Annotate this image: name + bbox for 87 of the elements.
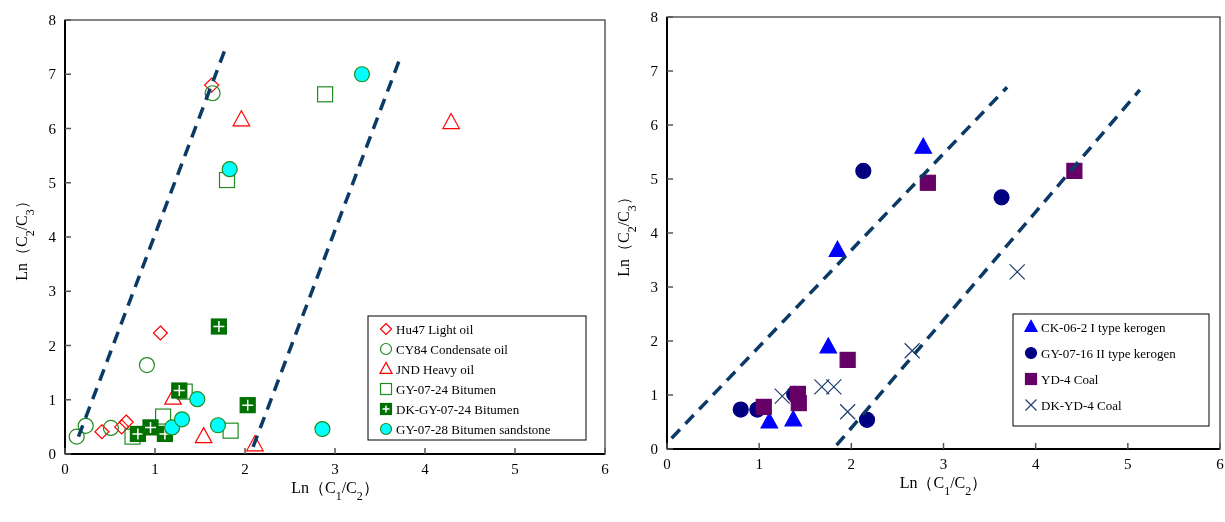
point <box>317 86 334 103</box>
y-tick-label: 3 <box>650 279 658 295</box>
point <box>993 189 1010 206</box>
y-tick-label: 7 <box>650 63 659 79</box>
x-tick-label: 0 <box>61 461 69 477</box>
x-tick-label: 2 <box>847 456 856 472</box>
x-tick-label: 1 <box>755 456 763 472</box>
point <box>813 378 830 395</box>
point <box>232 110 251 127</box>
legend-label: GY-07-24 Bitumen <box>396 382 497 397</box>
x-tick-label: 4 <box>421 461 430 477</box>
point <box>222 422 239 439</box>
legend-label: GY-07-16 II type kerogen <box>1041 346 1177 361</box>
point <box>732 401 749 418</box>
point <box>755 398 772 415</box>
point <box>209 417 227 434</box>
point <box>204 85 221 102</box>
point <box>221 161 238 178</box>
point <box>828 240 847 257</box>
legend-label: CK-06-2 I type kerogen <box>1041 320 1167 335</box>
y-tick-label: 6 <box>48 120 57 137</box>
y-tick-label: 8 <box>650 9 658 25</box>
legend-label: YD-4 Coal <box>1041 372 1099 387</box>
point <box>194 427 213 444</box>
y-tick-label: 3 <box>48 283 56 300</box>
y-tick-label: 0 <box>48 446 56 462</box>
point <box>858 411 876 428</box>
y-tick-label: 5 <box>650 171 658 187</box>
point <box>904 342 921 359</box>
point <box>914 137 933 154</box>
legend-label: JND Heavy oil <box>396 362 475 377</box>
x-tick-label: 6 <box>601 461 610 477</box>
y-tick-label: 1 <box>48 391 56 408</box>
y-tick-label: 8 <box>48 12 56 28</box>
point <box>314 420 331 438</box>
point <box>442 112 460 130</box>
y-tick-label: 6 <box>650 117 659 133</box>
point <box>138 356 155 374</box>
point <box>114 419 130 435</box>
x-tick-label: 2 <box>241 461 249 477</box>
legend-label: Hu47 Light oil <box>396 322 474 337</box>
legend-label: GY-07-28 Bitumen sandstone <box>396 422 551 437</box>
x-tick-label: 3 <box>939 456 948 472</box>
point <box>839 403 856 420</box>
point <box>173 411 191 428</box>
point <box>152 325 168 341</box>
y-tick-label: 2 <box>48 337 56 354</box>
legend-label: CY84 Condensate oil <box>396 342 509 357</box>
point <box>919 174 936 191</box>
x-tick-label: 1 <box>151 461 159 477</box>
legend-label: DK-GY-07-24 Bitumen <box>396 402 520 417</box>
x-tick-label: 4 <box>1031 456 1040 472</box>
x-axis-title: Ln（C$_{1}$/C$_{2}$） <box>899 474 988 498</box>
point <box>155 408 172 425</box>
x-tick-label: 5 <box>511 461 519 477</box>
x-tick-label: 0 <box>663 456 671 472</box>
y-tick-label: 5 <box>48 174 56 191</box>
point <box>839 351 856 368</box>
legend-label: DK-YD-4 Coal <box>1041 398 1122 413</box>
point <box>819 337 838 354</box>
x-tick-label: 6 <box>1216 456 1225 472</box>
x-tick-label: 3 <box>331 461 339 477</box>
y-tick-label: 4 <box>650 225 659 241</box>
point <box>77 417 94 434</box>
point <box>825 378 842 395</box>
point <box>790 395 807 412</box>
point <box>218 171 236 189</box>
point <box>124 428 141 445</box>
point <box>855 162 872 179</box>
y-tick-label: 7 <box>48 66 57 83</box>
point <box>102 419 119 437</box>
point <box>94 424 110 440</box>
y-tick-label: 4 <box>48 229 57 245</box>
point <box>204 77 220 93</box>
point <box>774 387 791 405</box>
y-tick-label: 2 <box>650 333 658 349</box>
point <box>784 410 803 427</box>
point <box>189 391 206 408</box>
x-axis-title: Ln（C$_{1}$/C$_{2}$） <box>291 479 379 503</box>
point <box>1009 263 1026 280</box>
point <box>353 66 371 83</box>
point <box>68 428 85 445</box>
point <box>246 435 264 452</box>
y-tick-label: 1 <box>650 387 658 403</box>
x-tick-label: 5 <box>1124 456 1132 472</box>
y-tick-label: 0 <box>650 441 658 457</box>
point <box>118 414 134 430</box>
